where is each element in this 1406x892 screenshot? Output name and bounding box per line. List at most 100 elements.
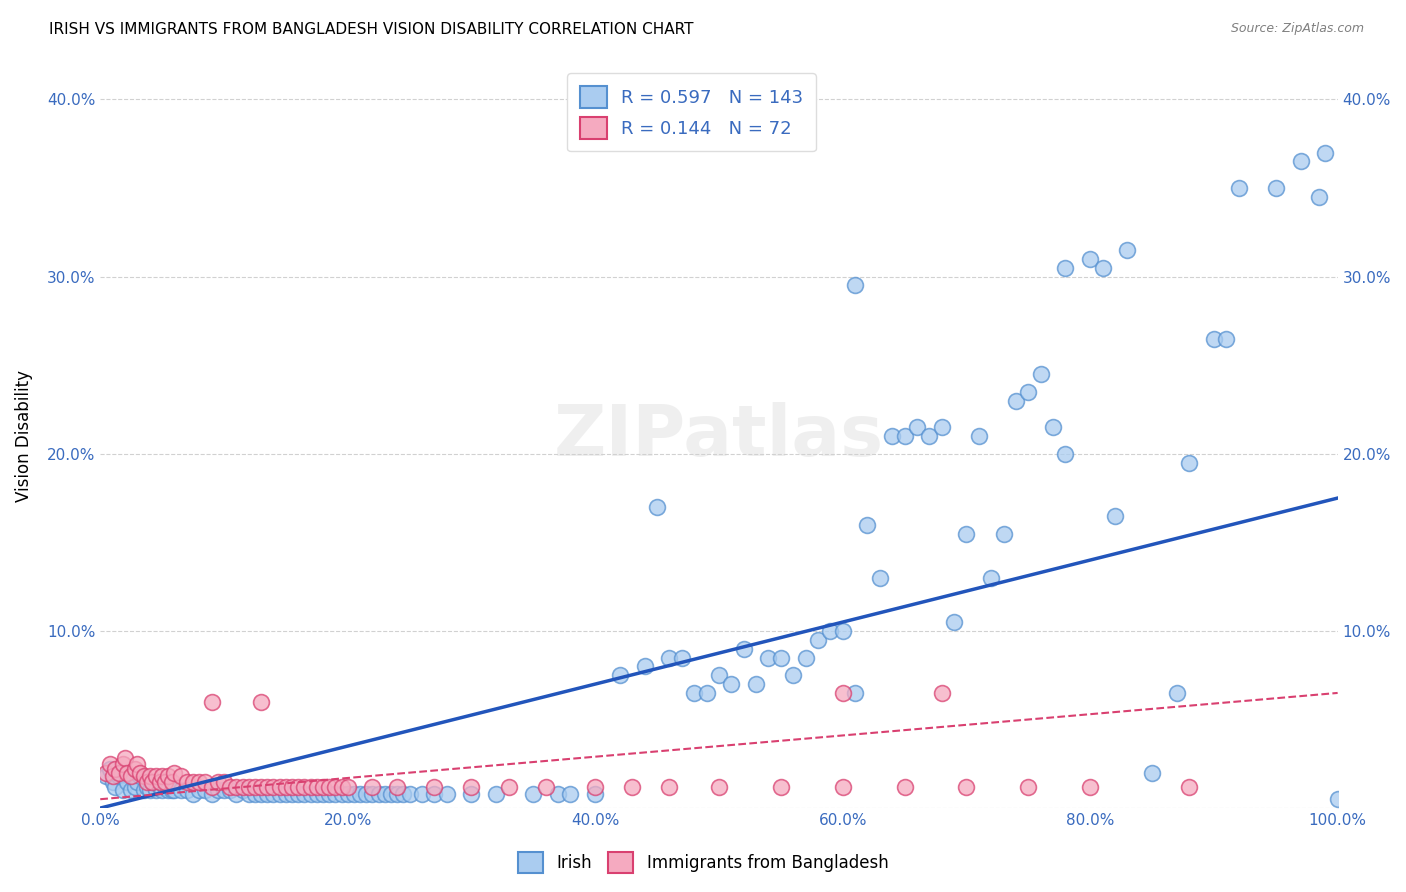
Point	[336, 787, 359, 801]
Point	[263, 787, 285, 801]
Point	[423, 780, 446, 794]
Point	[1178, 780, 1201, 794]
Point	[882, 429, 904, 443]
Point	[104, 762, 127, 776]
Point	[844, 686, 866, 700]
Point	[392, 787, 415, 801]
Point	[671, 650, 693, 665]
Point	[207, 783, 229, 797]
Point	[219, 780, 242, 794]
Point	[250, 780, 273, 794]
Point	[101, 774, 124, 789]
Point	[287, 780, 309, 794]
Point	[96, 765, 118, 780]
Point	[120, 783, 142, 797]
Point	[188, 783, 211, 797]
Point	[141, 774, 163, 789]
Point	[212, 774, 235, 789]
Point	[111, 756, 134, 771]
Point	[269, 780, 291, 794]
Point	[170, 783, 193, 797]
Point	[150, 769, 173, 783]
Point	[318, 787, 340, 801]
Point	[343, 787, 366, 801]
Point	[1078, 780, 1101, 794]
Point	[238, 787, 260, 801]
Point	[460, 787, 482, 801]
Point	[1315, 145, 1337, 160]
Point	[141, 774, 163, 789]
Point	[1054, 447, 1077, 461]
Point	[305, 780, 328, 794]
Point	[238, 780, 260, 794]
Point	[707, 780, 730, 794]
Point	[294, 780, 316, 794]
Point	[124, 762, 146, 776]
Point	[194, 783, 217, 797]
Point	[658, 780, 681, 794]
Point	[194, 774, 217, 789]
Point	[1140, 765, 1163, 780]
Point	[820, 624, 842, 638]
Point	[398, 787, 420, 801]
Point	[120, 769, 142, 783]
Point	[893, 780, 915, 794]
Point	[534, 780, 557, 794]
Point	[108, 765, 131, 780]
Point	[807, 632, 830, 647]
Point	[436, 787, 458, 801]
Point	[114, 765, 136, 780]
Point	[374, 787, 396, 801]
Point	[312, 780, 335, 794]
Point	[117, 774, 139, 789]
Point	[108, 769, 131, 783]
Point	[758, 650, 780, 665]
Point	[98, 756, 121, 771]
Point	[98, 762, 121, 776]
Point	[128, 765, 150, 780]
Point	[1091, 260, 1114, 275]
Point	[127, 756, 149, 771]
Point	[281, 787, 304, 801]
Point	[305, 787, 328, 801]
Point	[498, 780, 520, 794]
Point	[1166, 686, 1188, 700]
Point	[207, 774, 229, 789]
Legend: Irish, Immigrants from Bangladesh: Irish, Immigrants from Bangladesh	[510, 846, 896, 880]
Point	[188, 774, 211, 789]
Point	[522, 787, 544, 801]
Point	[132, 783, 155, 797]
Point	[658, 650, 681, 665]
Point	[163, 765, 186, 780]
Point	[980, 571, 1002, 585]
Point	[181, 774, 204, 789]
Point	[243, 780, 266, 794]
Point	[1005, 393, 1028, 408]
Point	[201, 787, 224, 801]
Point	[299, 780, 322, 794]
Point	[1029, 367, 1052, 381]
Point	[160, 774, 183, 789]
Point	[149, 780, 172, 794]
Point	[256, 780, 278, 794]
Point	[114, 751, 136, 765]
Point	[96, 769, 118, 783]
Legend: R = 0.597   N = 143, R = 0.144   N = 72: R = 0.597 N = 143, R = 0.144 N = 72	[567, 73, 815, 152]
Point	[274, 787, 297, 801]
Point	[250, 787, 273, 801]
Point	[153, 780, 176, 794]
Point	[696, 686, 718, 700]
Point	[181, 787, 204, 801]
Point	[153, 774, 176, 789]
Point	[219, 783, 242, 797]
Point	[1178, 456, 1201, 470]
Point	[201, 780, 224, 794]
Point	[993, 526, 1015, 541]
Point	[856, 517, 879, 532]
Point	[844, 278, 866, 293]
Point	[232, 783, 254, 797]
Point	[733, 641, 755, 656]
Point	[312, 787, 335, 801]
Point	[336, 780, 359, 794]
Point	[136, 780, 159, 794]
